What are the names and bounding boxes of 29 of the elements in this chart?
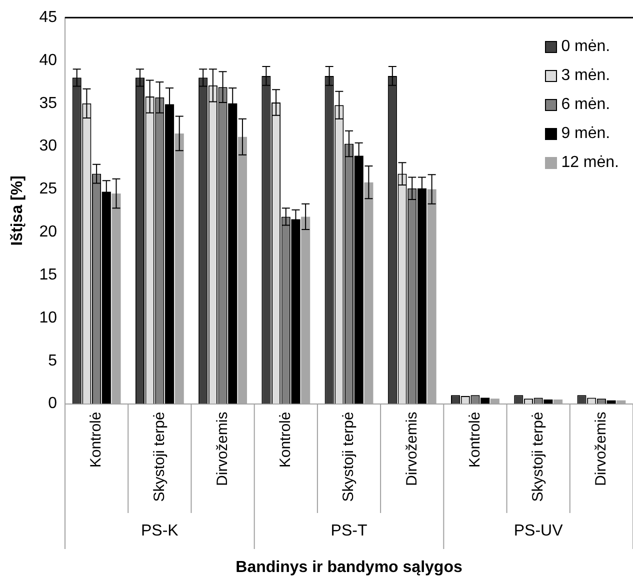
x-axis-title: Bandinys ir bandymo sąlygos — [236, 558, 462, 576]
y-tick-label: 10 — [39, 309, 58, 326]
y-tick-label: 45 — [39, 9, 58, 26]
x-tick-label: Skystoji terpė — [340, 412, 358, 502]
legend-label: 12 mėn. — [561, 154, 619, 172]
x-tick-label: Kontrolė — [277, 412, 294, 468]
y-tick-label: 40 — [39, 52, 58, 69]
legend-label: 0 mėn. — [561, 38, 610, 56]
x-tick-label: Skystoji terpė — [150, 412, 168, 502]
y-tick-label: 0 — [48, 395, 58, 412]
x-tick-label: Kontrolė — [88, 412, 105, 468]
y-tick-label: 5 — [48, 352, 58, 370]
y-tick-label: 15 — [39, 266, 58, 284]
y-tick-label: 20 — [39, 224, 58, 241]
x-tick-label: Dirvožemis — [403, 412, 420, 486]
y-tick-label: 25 — [39, 180, 58, 198]
text: PS-T — [330, 522, 368, 540]
y-tick-label: 30 — [39, 138, 58, 155]
text: PS-K — [140, 522, 179, 540]
x-tick-label: Dirvožemis — [214, 412, 231, 486]
legend-label: 6 mėn. — [561, 96, 610, 114]
y-tick-label: 35 — [39, 94, 58, 112]
legend-label: 3 mėn. — [561, 66, 610, 84]
legend-label: 9 mėn. — [561, 124, 610, 142]
text: PS-UV — [514, 522, 564, 540]
x-tick-label: Kontrolė — [466, 412, 484, 468]
y-axis-title: Ištįsa [%] — [9, 176, 26, 246]
x-tick-label: Dirvožemis — [592, 412, 610, 486]
x-tick-label: Skystoji terpė — [529, 412, 546, 502]
